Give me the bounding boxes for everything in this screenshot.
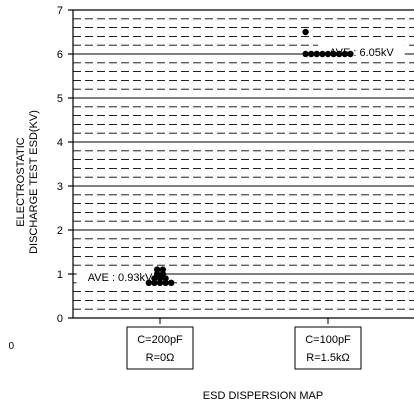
data-point <box>319 50 326 58</box>
stray-label: 0 <box>8 341 14 352</box>
data-point <box>302 28 309 36</box>
y-tick-label: 1 <box>57 269 63 281</box>
data-point <box>154 266 161 273</box>
data-point <box>154 270 161 278</box>
y-axis-label-line-2: DISCHARGE TEST ESD(KV) <box>28 110 40 254</box>
data-point <box>302 50 309 58</box>
grid-lines <box>73 18 414 310</box>
y-axis-label-line-1: ELECTROSTATIC <box>15 137 27 226</box>
data-point <box>336 50 343 58</box>
y-tick-label: 2 <box>57 225 63 237</box>
average-label: AVE : 0.93kV <box>88 272 153 284</box>
data-point <box>159 270 166 278</box>
y-tick-label: 7 <box>57 5 63 17</box>
category-label-line-2: R=0Ω <box>146 352 175 364</box>
x-axis-label: ESD DISPERSION MAP <box>203 390 323 402</box>
data-point <box>145 279 152 286</box>
annotation-background <box>76 268 164 287</box>
y-tick-label: 0 <box>57 313 63 325</box>
data-point <box>151 279 158 286</box>
category-box <box>294 326 362 370</box>
category-labels: C=200pF R=0Ω C=100pF R=1.5kΩ <box>126 318 362 370</box>
data-point <box>347 50 354 58</box>
y-tick-label: 3 <box>57 181 63 193</box>
y-tick-labels: 0 1 2 3 4 5 6 7 <box>57 5 73 325</box>
data-point <box>168 279 175 286</box>
data-point <box>324 50 332 58</box>
category-label-line-2: R=1.5kΩ <box>306 352 349 364</box>
data-point <box>308 50 315 58</box>
category-box <box>126 326 194 370</box>
category-label-line-1: C=100pF <box>305 334 351 346</box>
plot-frame <box>72 9 414 319</box>
data-point <box>156 279 164 286</box>
data-point <box>341 50 348 58</box>
data-points <box>145 28 354 286</box>
data-point <box>159 266 166 273</box>
y-tick-label: 6 <box>57 49 63 61</box>
data-point <box>330 50 337 58</box>
y-tick-label: 5 <box>57 93 63 105</box>
y-tick-label: 4 <box>57 137 63 149</box>
data-point <box>162 279 169 286</box>
data-point <box>313 50 320 58</box>
category-label-line-1: C=200pF <box>137 334 183 346</box>
